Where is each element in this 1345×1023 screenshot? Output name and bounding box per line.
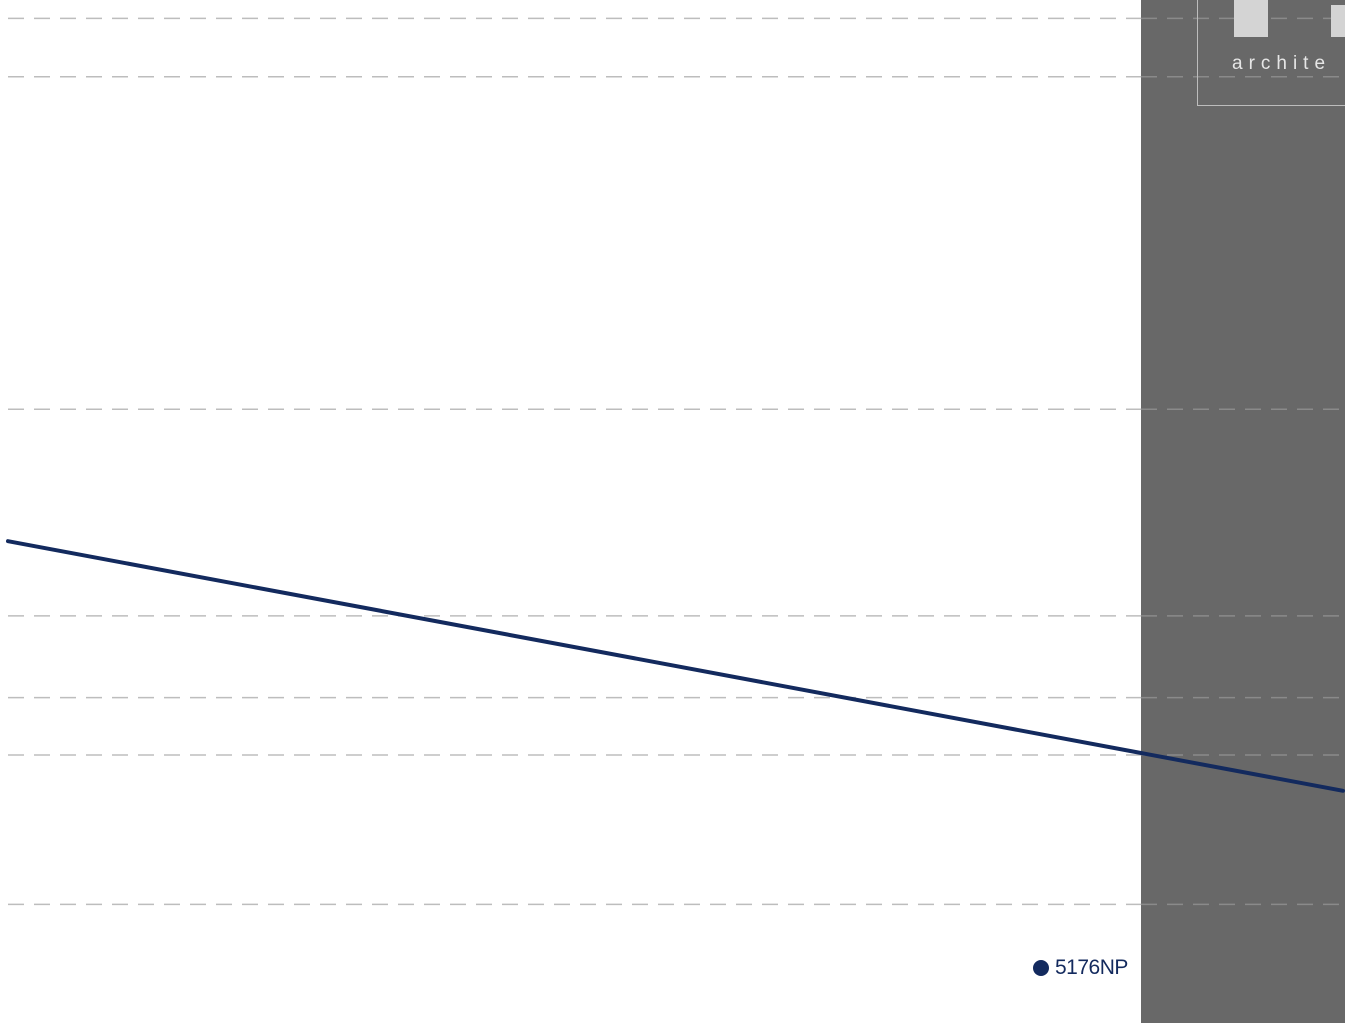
legend-item-5176np[interactable]: 5176NP: [1033, 956, 1128, 980]
logo-wordmark: archite: [1232, 53, 1332, 74]
series-lines: [6, 539, 1345, 793]
legend-marker-dot: [1033, 960, 1049, 976]
right-side-panel: [1141, 0, 1345, 1023]
logo-block-left: [1234, 0, 1268, 37]
legend-label: 5176NP: [1055, 956, 1128, 979]
series-line[interactable]: [6, 539, 1345, 793]
logo-block-right: [1331, 5, 1345, 37]
brand-logo: archite: [1197, 0, 1345, 106]
gridlines: [8, 17, 1141, 906]
gridlines-over-panel: [1141, 17, 1343, 906]
